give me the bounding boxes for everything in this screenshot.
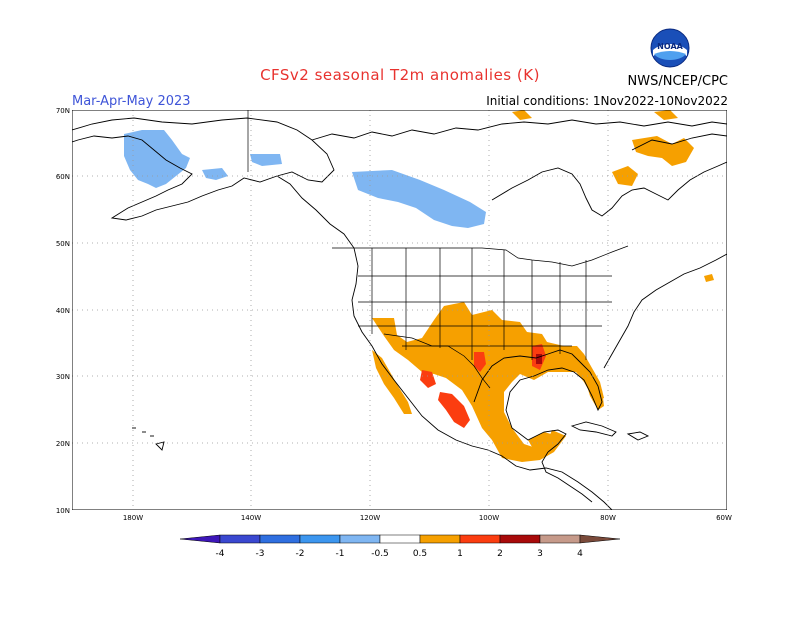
warm-region-quebec <box>612 166 638 186</box>
colorbar-label: -2 <box>296 549 305 559</box>
lat-label: 30N <box>56 373 70 381</box>
colorbar-label: 3 <box>537 549 543 559</box>
lon-label: 120W <box>360 514 380 522</box>
graticule <box>72 110 727 510</box>
agency-label: NWS/NCEP/CPC <box>627 74 728 89</box>
lon-label: 80W <box>600 514 616 522</box>
season-label: Mar-Apr-May 2023 <box>72 94 191 109</box>
colorbar-segment <box>259 534 301 544</box>
colorbar-segment <box>219 534 261 544</box>
strong-warm-mexico <box>438 392 470 428</box>
cool-region-canada <box>352 170 486 228</box>
coastline-greenland <box>631 133 727 151</box>
lat-label: 10N <box>56 507 70 515</box>
logo-text: NOAA <box>657 42 683 51</box>
warm-region-arctic <box>512 110 532 120</box>
colorbar-segment <box>539 534 581 544</box>
lat-label: 20N <box>56 440 70 448</box>
colorbar-label: 2 <box>497 549 503 559</box>
colorbar-segment <box>379 534 421 544</box>
map-title: CFSv2 seasonal T2m anomalies (K) <box>260 66 540 84</box>
anomaly-map <box>72 110 727 510</box>
cool-region-alaska <box>124 130 190 188</box>
political-borders <box>247 110 629 389</box>
colorbar-label: 1 <box>457 549 463 559</box>
noaa-logo: NOAA <box>650 28 690 68</box>
warm-region-east-edge <box>704 274 714 282</box>
colorbar-segment <box>419 534 461 544</box>
coastline-hudson-bay <box>491 161 727 217</box>
coastline-gulf-of-mexico <box>473 349 603 453</box>
lon-labels: 180W 140W 120W 100W 80W 60W <box>123 514 732 522</box>
lat-label: 70N <box>56 107 70 115</box>
lon-label: 180W <box>123 514 143 522</box>
colorbar-segment <box>579 534 621 544</box>
colorbar-segment <box>459 534 501 544</box>
coastline-alaska <box>72 117 335 221</box>
cool-region-yukon <box>250 154 282 166</box>
coastlines <box>72 117 727 510</box>
colorbar-label: -0.5 <box>371 549 389 559</box>
colorbar-label: -3 <box>256 549 265 559</box>
colorbar-segment <box>179 534 221 544</box>
hawaii-islands <box>132 427 165 451</box>
coastline-atlantic <box>603 253 727 369</box>
strongest-warm-cell <box>536 354 542 364</box>
colorbar-legend: -4 -3 -2 -1 -0.5 0.5 1 2 3 4 <box>179 534 621 559</box>
colorbar-segment <box>499 534 541 544</box>
warm-region-labrador <box>632 136 694 166</box>
lat-label: 50N <box>56 240 70 248</box>
strong-warm-texas <box>474 352 486 372</box>
colorbar-label: -4 <box>216 549 225 559</box>
coastline-central-america <box>541 451 593 503</box>
coastline-arctic <box>311 119 727 141</box>
cool-region-alaska-pan <box>202 168 228 180</box>
warm-region-florida <box>584 376 604 410</box>
border-us-mexico <box>383 333 491 389</box>
warm-anomaly-regions <box>372 110 714 462</box>
lat-label: 60N <box>56 173 70 181</box>
lat-label: 40N <box>56 307 70 315</box>
lon-label: 60W <box>716 514 732 522</box>
colorbar-segment <box>339 534 381 544</box>
lon-label: 140W <box>241 514 261 522</box>
lat-labels: 70N 60N 50N 40N 30N 20N 10N <box>56 107 70 515</box>
colorbar-label: -1 <box>336 549 345 559</box>
warm-region-southwest <box>372 302 604 462</box>
strong-warm-regions <box>420 344 546 428</box>
colorbar-segment <box>299 534 341 544</box>
colorbar-label: 0.5 <box>413 549 427 559</box>
warm-region-arctic-2 <box>654 110 678 120</box>
strong-warm-arizona <box>420 370 436 388</box>
warm-region-baja <box>372 350 412 414</box>
coastline-cuba <box>570 421 617 437</box>
coastline-hispaniola <box>626 431 650 441</box>
colorbar-label: 4 <box>577 549 583 559</box>
initial-conditions-label: Initial conditions: 1Nov2022-10Nov2022 <box>486 94 728 108</box>
lon-label: 100W <box>479 514 499 522</box>
cool-anomaly-regions <box>124 130 486 228</box>
coastline-pacific-nw <box>276 175 613 510</box>
